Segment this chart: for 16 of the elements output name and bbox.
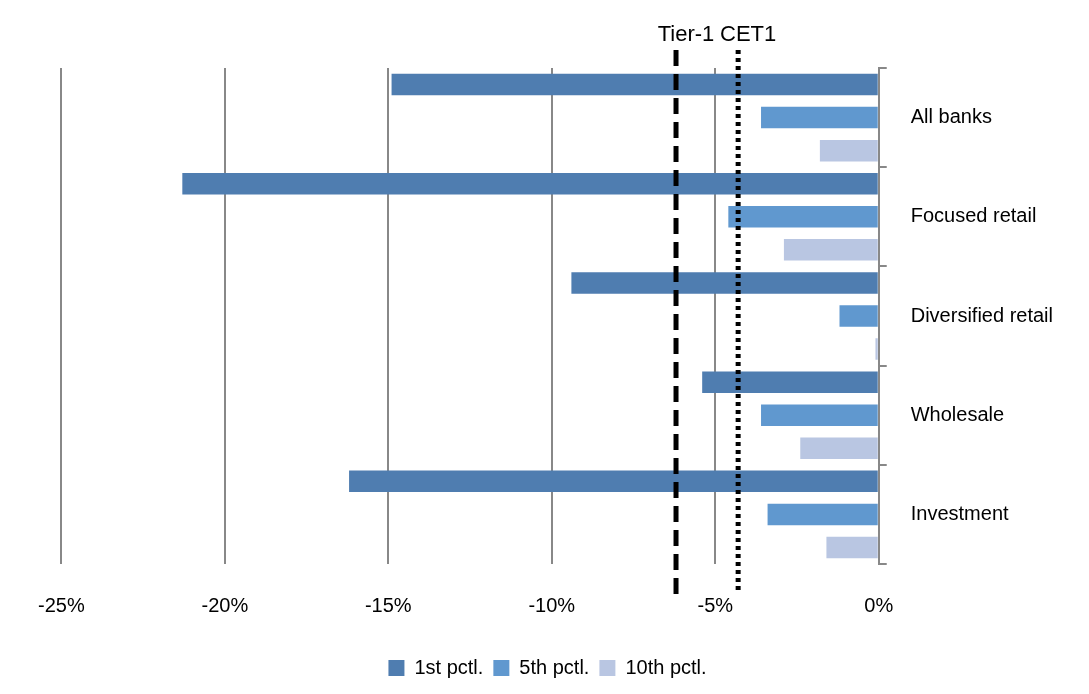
ref-line-label: CET1	[720, 21, 777, 47]
legend-label: 1st pctl.	[414, 655, 484, 678]
y-tick-label: Focused retail	[910, 204, 1037, 227]
x-tick-label: -5%	[697, 593, 734, 616]
y-tick-label: Diversified retail	[910, 303, 1053, 326]
x-tick-label: -20%	[201, 593, 249, 616]
x-tick-label: 0%	[864, 593, 894, 616]
ref-line-label: Tier-1	[657, 21, 715, 47]
x-tick-label: -25%	[37, 593, 85, 616]
y-tick-label: Wholesale	[910, 402, 1005, 425]
legend-label: 5th pctl.	[519, 655, 590, 678]
x-tick-label: -10%	[528, 593, 576, 616]
legend-label: 10th pctl.	[625, 655, 707, 678]
x-tick-label: -15%	[364, 593, 412, 616]
y-tick-label: Investment	[910, 501, 1009, 524]
y-tick-label: All banks	[910, 105, 992, 128]
